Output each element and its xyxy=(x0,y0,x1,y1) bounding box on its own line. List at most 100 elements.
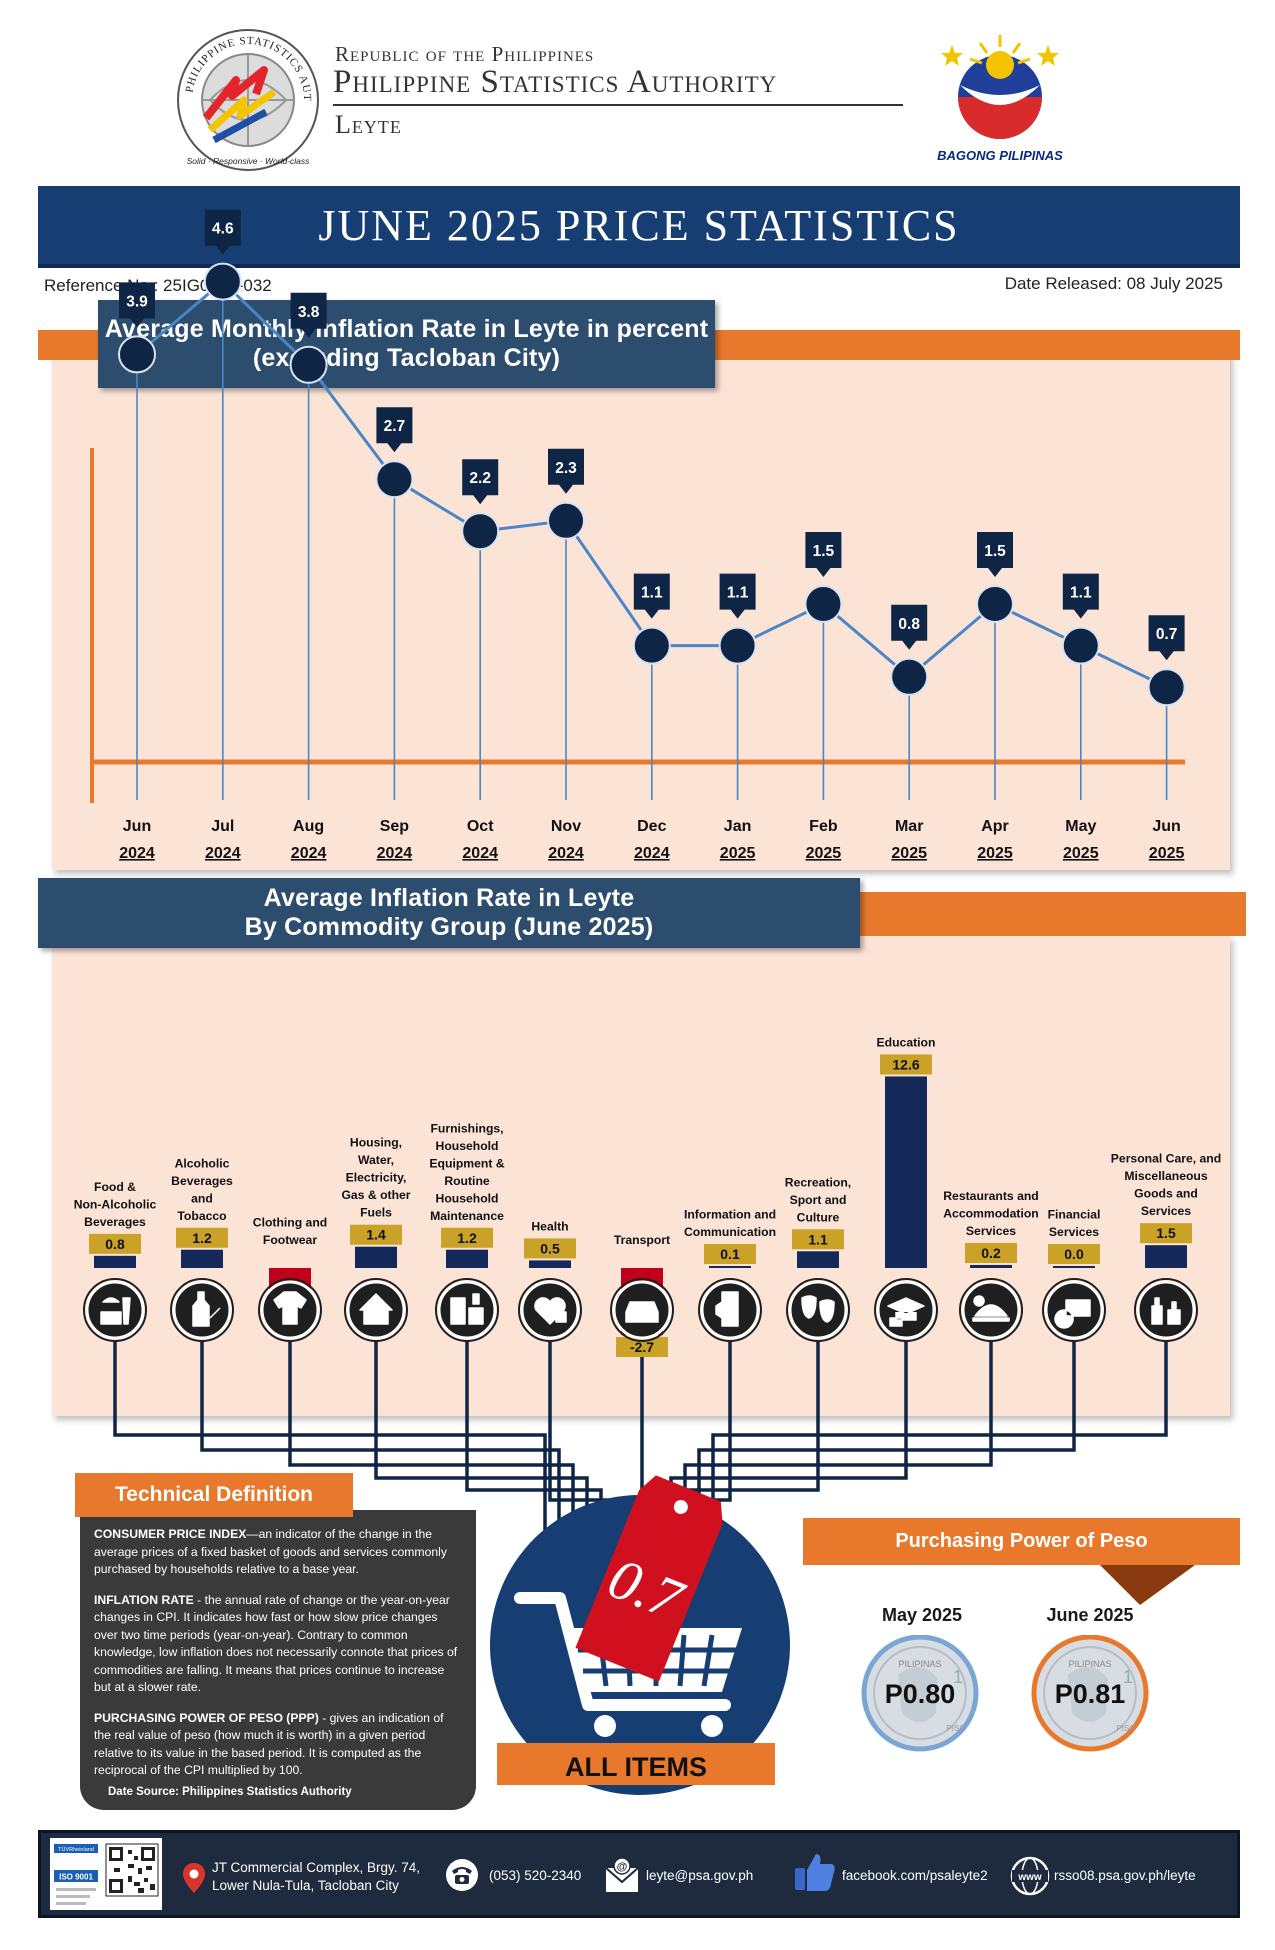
icon-ring xyxy=(1134,1278,1198,1342)
cpi-definition: CONSUMER PRICE INDEX—an indicator of the… xyxy=(94,1526,462,1579)
ppp-coins: PILIPINAS 1 PISO P0.80 PILIPINAS 1 PISO … xyxy=(861,1635,1149,1752)
value-label-bg xyxy=(965,1242,1017,1263)
theater-masks-icon xyxy=(786,1278,850,1342)
icon-ring xyxy=(435,1278,499,1342)
category-label: Information and xyxy=(684,1208,776,1222)
x-tick-month: Oct xyxy=(467,818,494,835)
value-label-bg xyxy=(880,1054,932,1075)
icon-ring xyxy=(874,1278,938,1342)
category-label: and xyxy=(191,1191,213,1205)
icon-ring xyxy=(83,1278,147,1342)
icon-glyph xyxy=(192,1291,221,1327)
data-label: 2.3 xyxy=(555,460,577,477)
coin-june-bottom: PISO xyxy=(1116,1724,1135,1733)
header-divider xyxy=(333,104,903,106)
data-label-callout xyxy=(977,532,1013,577)
icon-ring xyxy=(698,1278,762,1342)
value-label-bg xyxy=(524,1238,576,1259)
data-label-callout xyxy=(1148,615,1185,661)
x-tick-month: Feb xyxy=(809,818,838,835)
category-label: Electricity, xyxy=(346,1171,407,1185)
address-line2: Lower Nula-Tula, Tacloban City xyxy=(212,1878,399,1893)
value-label-bg xyxy=(441,1227,493,1248)
commodity-bar xyxy=(181,1249,223,1268)
republic-label: Republic of the Philippines xyxy=(335,42,595,66)
price-tag-icon xyxy=(575,1475,723,1682)
category-label: Services xyxy=(1049,1225,1099,1239)
icon-ring xyxy=(786,1278,850,1342)
value-label: 1.5 xyxy=(1156,1225,1176,1241)
x-tick-month: Dec xyxy=(637,818,666,835)
line-chart: 3.9 Jun 2024 4.6 Jul 2024 3.8 Aug 2024 2.7 Sep 2024… xyxy=(90,209,1186,862)
x-tick-year: 2024 xyxy=(119,845,155,862)
x-tick-month: Jun xyxy=(123,818,151,835)
data-label-callout xyxy=(376,407,413,453)
qr-code-icon xyxy=(105,1843,159,1897)
dining-icon xyxy=(959,1278,1023,1342)
bagong-pilipinas-label: BAGONG PILIPINAS xyxy=(937,148,1063,163)
ppp-text: - gives an indication of the real value … xyxy=(94,1710,444,1778)
category-label: Sport and xyxy=(790,1193,847,1207)
value-label: 0.2 xyxy=(981,1245,1001,1261)
value-label: -2.7 xyxy=(630,1339,654,1355)
psa-logo: PHILIPPINE STATISTICS AUTHORITY Solid · … xyxy=(170,20,319,171)
value-label: 0.0 xyxy=(1064,1246,1084,1262)
data-label: 0.8 xyxy=(898,616,920,633)
data-point xyxy=(203,262,242,301)
icon-glyph xyxy=(715,1291,739,1327)
definition-title: Technical Definition xyxy=(75,1473,353,1517)
x-tick-month: May xyxy=(1065,818,1096,835)
logo-motto: Solid · Responsive · World-class xyxy=(187,156,311,166)
category-label: Communication xyxy=(684,1225,776,1239)
x-tick-year: 2025 xyxy=(1063,845,1099,862)
value-label-bg xyxy=(704,1244,756,1264)
house-icon xyxy=(344,1278,408,1342)
x-tick-month: Jan xyxy=(724,818,752,835)
data-label-callout xyxy=(204,209,241,255)
website-globe-icon: www xyxy=(1010,1856,1050,1896)
x-tick-year: 2024 xyxy=(205,845,241,862)
icon-ring xyxy=(258,1278,322,1342)
category-label: Education xyxy=(877,1035,936,1049)
x-tick-month: Apr xyxy=(981,818,1009,835)
icon-glyph xyxy=(887,1297,925,1327)
all-items-label-bg xyxy=(497,1743,775,1785)
category-label: Water, xyxy=(358,1153,394,1167)
health-icon xyxy=(518,1278,582,1342)
iso-label: ISO 9001 xyxy=(59,1873,93,1882)
furniture-icon xyxy=(435,1278,499,1342)
personal-care-icon xyxy=(1134,1278,1198,1342)
all-items-cart: 0.7 ALL ITEMS xyxy=(490,1475,790,1795)
bar-chart-title-line2: By Commodity Group (June 2025) xyxy=(244,913,654,941)
bagong-pilipinas-logo xyxy=(941,35,1059,139)
phone-number: (053) 520-2340 xyxy=(489,1868,582,1883)
data-label: 2.2 xyxy=(469,470,491,487)
data-label: 1.1 xyxy=(641,585,663,602)
coin-june-number: 1 xyxy=(1123,1667,1133,1687)
bar-chart-title: Average Inflation Rate in Leyte By Commo… xyxy=(38,878,860,948)
x-tick-year: 2025 xyxy=(891,845,927,862)
category-label: Furnishings, xyxy=(430,1121,503,1135)
x-tick-year: 2024 xyxy=(634,845,670,862)
x-tick-month: Jul xyxy=(211,818,234,835)
location-pin-icon xyxy=(183,1863,205,1893)
data-point xyxy=(289,345,328,384)
icon-ring xyxy=(1042,1278,1106,1342)
data-point xyxy=(976,585,1014,623)
category-label: Tobacco xyxy=(177,1209,226,1223)
commodity-bar xyxy=(709,1266,751,1268)
facebook-link[interactable]: facebook.com/psaleyte2 xyxy=(842,1868,988,1883)
category-label: Housing, xyxy=(350,1136,402,1150)
data-label-callout xyxy=(290,292,327,338)
food-icon xyxy=(83,1278,147,1342)
website-link[interactable]: rsso08.psa.gov.ph/leyte xyxy=(1054,1868,1196,1883)
data-label: 1.1 xyxy=(1070,585,1092,602)
category-label: Financial xyxy=(1048,1208,1101,1222)
commodity-bar xyxy=(1145,1245,1187,1268)
commodity-bar xyxy=(529,1260,571,1268)
province-name: Leyte xyxy=(335,110,402,139)
category-label: Maintenance xyxy=(430,1209,504,1223)
line-chart-title: Average Monthly Inflation Rate in Leyte … xyxy=(98,300,715,388)
data-point xyxy=(718,626,757,665)
icon-circle xyxy=(85,1280,145,1340)
